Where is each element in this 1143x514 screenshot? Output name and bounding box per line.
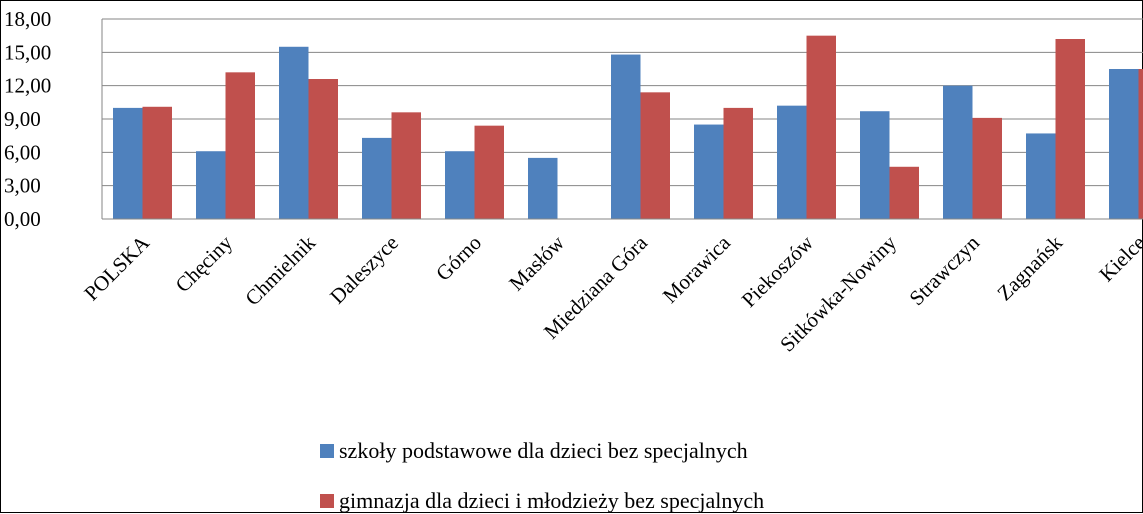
bar <box>860 111 890 219</box>
legend-label-series-1: szkoły podstawowe dla dzieci bez specjal… <box>339 438 748 464</box>
bar <box>279 47 309 219</box>
bar <box>807 36 837 219</box>
bar <box>1056 39 1086 219</box>
bar <box>1109 69 1139 219</box>
bar <box>1026 133 1056 219</box>
bar <box>943 86 973 219</box>
legend-swatch-red <box>320 494 334 508</box>
bar <box>724 108 754 219</box>
y-tick-label: 18,00 <box>4 7 51 31</box>
y-tick-label: 0,00 <box>4 207 41 231</box>
bar <box>777 106 807 219</box>
bar <box>309 79 339 219</box>
bar <box>113 108 143 219</box>
legend-swatch-blue <box>320 444 334 458</box>
bar <box>973 118 1003 219</box>
y-tick-label: 12,00 <box>4 74 51 98</box>
y-tick-label: 3,00 <box>4 174 41 198</box>
bar <box>475 126 505 219</box>
bar <box>1139 69 1143 219</box>
legend-label-series-2: gimnazja dla dzieci i młodzieży bez spec… <box>339 488 764 514</box>
legend-item-series-2: gimnazja dla dzieci i młodzieży bez spec… <box>320 488 764 514</box>
bar <box>611 55 641 219</box>
bar <box>143 107 173 219</box>
y-tick-label: 15,00 <box>4 40 51 64</box>
bar <box>641 92 671 219</box>
bar <box>196 151 226 219</box>
bar <box>392 112 422 219</box>
bar <box>890 167 920 219</box>
legend-item-series-1: szkoły podstawowe dla dzieci bez specjal… <box>320 438 748 464</box>
bar <box>362 138 392 219</box>
bar <box>694 125 724 219</box>
y-tick-label: 6,00 <box>4 140 41 164</box>
bar <box>226 72 256 219</box>
bar <box>445 151 475 219</box>
y-tick-label: 9,00 <box>4 107 41 131</box>
bar <box>528 158 558 219</box>
